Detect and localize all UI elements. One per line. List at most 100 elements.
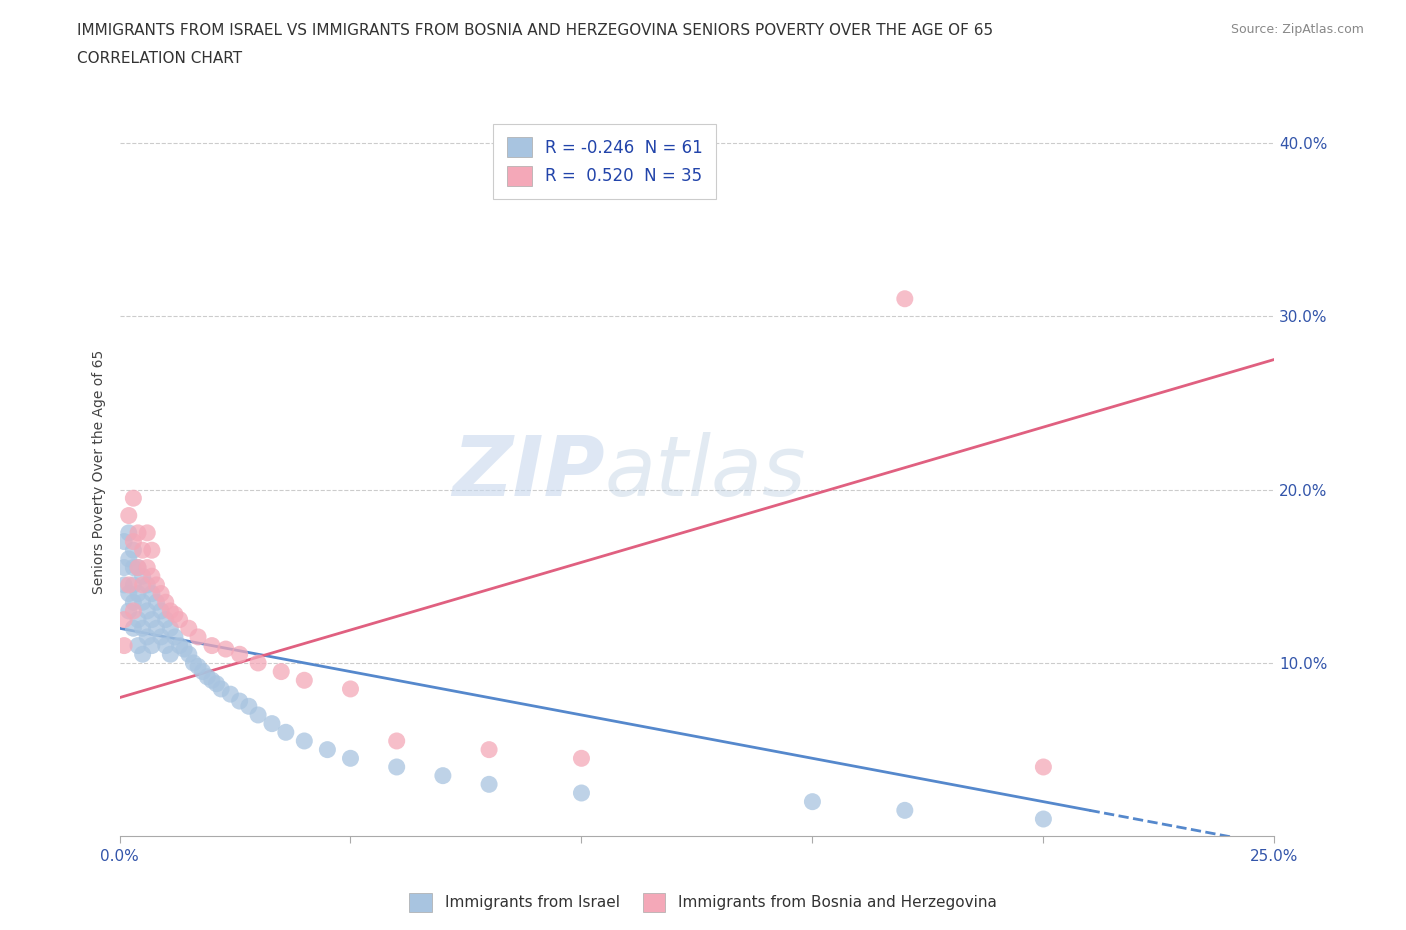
Point xyxy=(118,578,141,592)
Point xyxy=(894,291,917,306)
Point xyxy=(169,638,191,653)
Point xyxy=(201,638,224,653)
Point xyxy=(141,638,163,653)
Point xyxy=(238,698,260,713)
Point xyxy=(292,734,315,749)
Point xyxy=(177,621,200,636)
Point xyxy=(215,642,238,657)
Point xyxy=(118,525,141,540)
Point xyxy=(228,647,250,662)
Point xyxy=(159,647,181,662)
Point xyxy=(801,794,824,809)
Point xyxy=(131,543,153,558)
Point xyxy=(247,708,270,723)
Point xyxy=(316,742,339,757)
Point xyxy=(122,560,145,575)
Point xyxy=(1032,812,1054,827)
Text: IMMIGRANTS FROM ISRAEL VS IMMIGRANTS FROM BOSNIA AND HERZEGOVINA SENIORS POVERTY: IMMIGRANTS FROM ISRAEL VS IMMIGRANTS FRO… xyxy=(77,23,994,38)
Point xyxy=(131,621,153,636)
Point xyxy=(141,543,163,558)
Legend: R = -0.246  N = 61, R =  0.520  N = 35: R = -0.246 N = 61, R = 0.520 N = 35 xyxy=(494,124,716,199)
Point xyxy=(136,525,159,540)
Point xyxy=(163,607,186,622)
Point xyxy=(187,630,209,644)
Point xyxy=(219,686,242,701)
Text: CORRELATION CHART: CORRELATION CHART xyxy=(77,51,242,66)
Point xyxy=(385,760,408,775)
Point xyxy=(122,534,145,549)
Point xyxy=(112,560,135,575)
Point xyxy=(112,638,135,653)
Point xyxy=(274,724,297,739)
Point xyxy=(173,642,195,657)
Text: atlas: atlas xyxy=(605,432,806,512)
Point xyxy=(122,578,145,592)
Point xyxy=(127,638,149,653)
Point xyxy=(122,491,145,506)
Point xyxy=(127,586,149,601)
Point xyxy=(163,630,186,644)
Point xyxy=(1032,760,1054,775)
Point xyxy=(131,595,153,610)
Point xyxy=(155,595,177,610)
Point xyxy=(571,786,593,801)
Text: Source: ZipAtlas.com: Source: ZipAtlas.com xyxy=(1230,23,1364,36)
Point xyxy=(571,751,593,765)
Legend: Immigrants from Israel, Immigrants from Bosnia and Herzegovina: Immigrants from Israel, Immigrants from … xyxy=(404,887,1002,918)
Point xyxy=(209,682,232,697)
Point xyxy=(122,604,145,618)
Point xyxy=(150,604,173,618)
Point xyxy=(260,716,283,731)
Point xyxy=(478,777,501,791)
Point xyxy=(159,621,181,636)
Point xyxy=(270,664,292,679)
Point xyxy=(141,569,163,584)
Point xyxy=(145,621,167,636)
Point xyxy=(131,569,153,584)
Point xyxy=(385,734,408,749)
Point xyxy=(136,630,159,644)
Point xyxy=(136,604,159,618)
Point xyxy=(112,612,135,627)
Point xyxy=(339,682,361,697)
Point xyxy=(127,525,149,540)
Point xyxy=(118,551,141,566)
Point xyxy=(122,595,145,610)
Point xyxy=(478,742,501,757)
Point xyxy=(136,578,159,592)
Point xyxy=(187,659,209,674)
Point xyxy=(432,768,454,783)
Point xyxy=(150,630,173,644)
Point xyxy=(141,612,163,627)
Point xyxy=(339,751,361,765)
Point xyxy=(122,543,145,558)
Point xyxy=(205,676,228,691)
Point xyxy=(169,612,191,627)
Point xyxy=(127,612,149,627)
Point xyxy=(155,612,177,627)
Point xyxy=(127,560,149,575)
Point xyxy=(191,664,214,679)
Point xyxy=(150,586,173,601)
Point xyxy=(292,672,315,687)
Point xyxy=(201,672,224,687)
Point xyxy=(228,694,250,709)
Point xyxy=(118,604,141,618)
Point xyxy=(112,578,135,592)
Point xyxy=(141,586,163,601)
Point xyxy=(118,586,141,601)
Point xyxy=(112,534,135,549)
Point xyxy=(145,595,167,610)
Point xyxy=(127,560,149,575)
Point xyxy=(118,508,141,523)
Point xyxy=(122,621,145,636)
Point xyxy=(894,803,917,817)
Text: ZIP: ZIP xyxy=(451,432,605,512)
Point xyxy=(145,578,167,592)
Point xyxy=(159,604,181,618)
Point xyxy=(131,578,153,592)
Point xyxy=(131,647,153,662)
Point xyxy=(155,638,177,653)
Point xyxy=(183,656,205,671)
Point xyxy=(177,647,200,662)
